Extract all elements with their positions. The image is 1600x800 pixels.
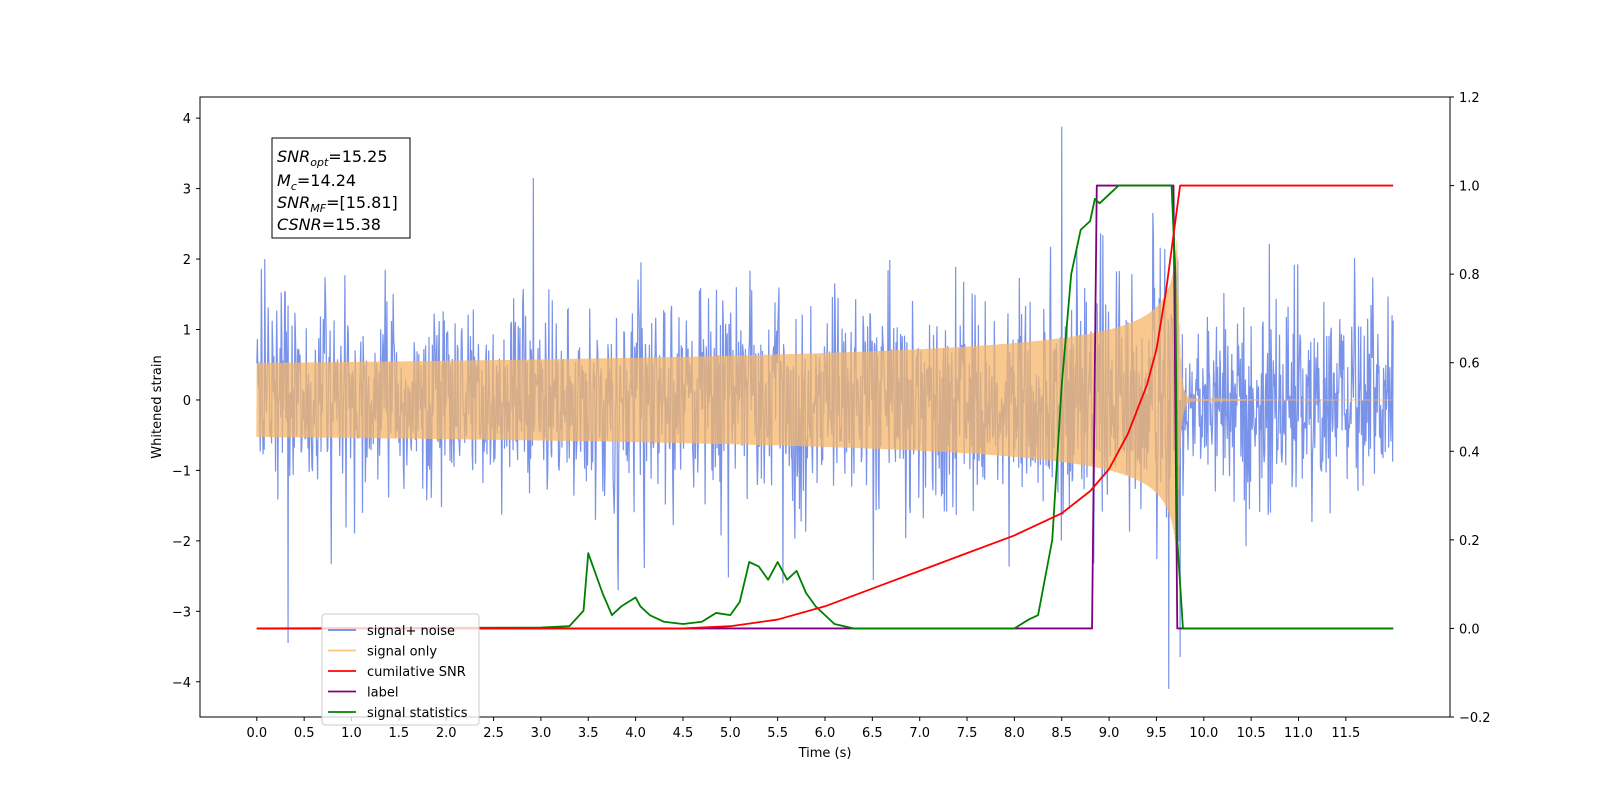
annotation-box: SNRopt=15.25 Mc=14.24 SNRMF=[15.81] CSNR… [271,137,411,239]
legend-label: signal statistics [367,706,468,721]
x-axis-label: Time (s) [798,746,852,761]
x-axis: 0.0 0.5 1.0 1.5 2.0 2.5 3.0 3.5 4.0 4.5 5.0 5.5 6.0 6… [246,717,1360,741]
legend-label: label [367,686,398,701]
x-tick-label: 9.0 [1099,726,1120,741]
x-tick-label: 4.0 [625,726,646,741]
y2-tick-label: −0.2 [1459,711,1491,726]
annotation-csnr: CSNR=15.38 [277,215,381,234]
y2-tick-label: 0.2 [1459,534,1480,549]
x-tick-label: 9.5 [1146,726,1167,741]
y-tick-label: 0 [183,394,191,409]
x-tick-label: 3.5 [578,726,599,741]
annotation-mc: Mc=14.24 [277,171,356,193]
x-tick-label: 11.5 [1331,726,1360,741]
series-layer [256,126,1394,689]
x-tick-label: 10.0 [1189,726,1218,741]
y2-tick-label: 0.4 [1459,445,1480,460]
y-tick-label: 2 [183,253,191,268]
y2-tick-label: 0.6 [1459,357,1480,372]
x-tick-label: 6.0 [815,726,836,741]
series-signal-only [256,240,1394,566]
x-tick-label: 1.0 [341,726,362,741]
y2-tick-label: 1.2 [1459,91,1480,106]
y-axis-left: 4 3 2 1 0 −1 −2 −3 −4 [172,112,200,691]
y2-tick-label: 0.0 [1459,622,1480,637]
x-tick-label: 7.0 [909,726,930,741]
annotation-snr-mf: SNRMF=[15.81] [277,193,398,215]
x-tick-label: 4.5 [673,726,694,741]
x-tick-label: 0.0 [246,726,267,741]
x-tick-label: 5.5 [767,726,788,741]
y-axis-label: Whitened strain [150,355,165,458]
legend-label: signal+ noise [367,624,455,639]
legend-label: signal only [367,645,437,660]
series-signal-statistics [256,184,1394,630]
y-tick-label: −1 [172,464,191,479]
y-tick-label: 3 [183,183,191,198]
y-tick-label: 1 [183,324,191,339]
x-tick-label: 11.0 [1284,726,1313,741]
y-axis-right: 1.2 1.0 0.8 0.6 0.4 0.2 0.0 −0.2 [1450,91,1491,726]
x-tick-label: 5.0 [720,726,741,741]
x-tick-label: 8.5 [1051,726,1072,741]
x-tick-label: 6.5 [862,726,883,741]
y2-tick-label: 0.8 [1459,268,1480,283]
legend-label: cumilative SNR [367,665,466,680]
annotation-snr-opt: SNRopt=15.25 [277,147,388,169]
y-tick-label: −2 [172,535,191,550]
y-tick-label: −3 [172,605,191,620]
series-cumulative-snr [256,184,1394,630]
y2-tick-label: 1.0 [1459,180,1480,195]
x-tick-label: 7.5 [957,726,978,741]
x-tick-label: 8.0 [1004,726,1025,741]
x-tick-label: 10.5 [1237,726,1266,741]
x-tick-label: 2.5 [483,726,504,741]
legend: signal+ noise signal only cumilative SNR la… [321,613,480,726]
x-tick-label: 3.0 [531,726,552,741]
y-tick-label: 4 [183,112,191,127]
y-tick-label: −4 [172,676,191,691]
x-tick-label: 1.5 [389,726,410,741]
x-tick-label: 0.5 [294,726,315,741]
x-tick-label: 2.0 [436,726,457,741]
